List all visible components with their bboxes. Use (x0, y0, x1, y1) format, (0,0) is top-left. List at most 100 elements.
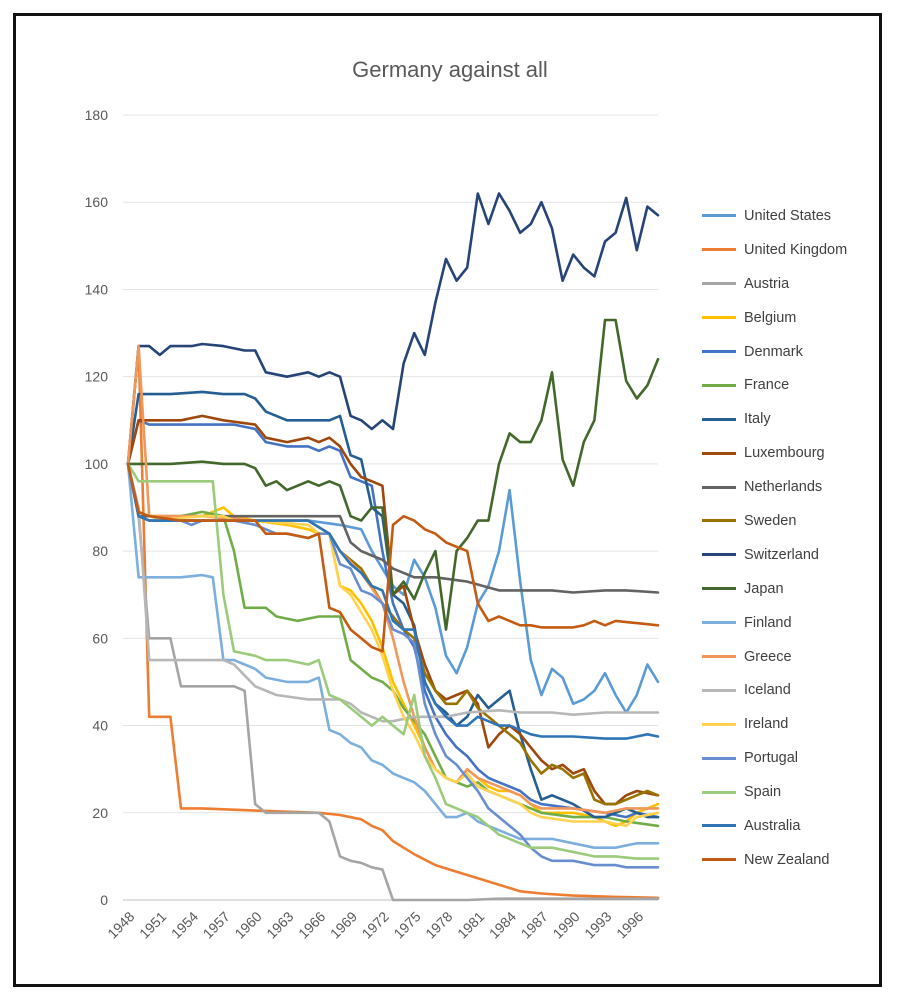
series-line-new-zealand (126, 462, 660, 653)
legend-swatch (702, 214, 736, 218)
y-tick-label: 140 (85, 281, 109, 297)
chart-title: Germany against all (352, 57, 548, 82)
y-tick-label: 180 (85, 107, 109, 123)
x-tick-label: 1960 (231, 908, 264, 941)
x-tick-label: 1984 (486, 908, 519, 941)
legend-label: Belgium (744, 309, 797, 326)
legend-label: France (744, 377, 790, 394)
legend-item-australia: Australia (702, 809, 882, 843)
legend-label: Netherlands (744, 479, 823, 496)
legend-swatch (702, 316, 736, 320)
series-line-iceland (126, 462, 660, 723)
x-tick-label: 1966 (295, 908, 328, 941)
legend-swatch (702, 688, 736, 692)
x-axis-ticks: 1948195119541957196019631966196919721975… (104, 908, 646, 941)
legend-swatch (702, 350, 736, 353)
legend-item-switzerland: Switzerland (702, 538, 882, 572)
legend-item-france: France (702, 368, 882, 402)
y-tick-label: 60 (92, 630, 108, 646)
legend-item-portugal: Portugal (702, 741, 882, 775)
legend-swatch (702, 587, 736, 591)
legend-item-italy: Italy (702, 402, 882, 436)
legend-swatch (702, 722, 736, 726)
legend-swatch (702, 519, 736, 523)
legend-item-luxembourg: Luxembourg (702, 436, 882, 470)
legend-swatch (702, 282, 736, 286)
x-tick-label: 1978 (422, 908, 455, 941)
legend-label: United Kingdom (744, 241, 848, 258)
legend-label: Sweden (744, 512, 797, 529)
series-line-japan (126, 318, 660, 631)
x-tick-label: 1969 (327, 908, 360, 941)
series-line-portugal (126, 462, 660, 869)
legend-item-austria: Austria (702, 267, 882, 301)
legend-item-united-states: United States (702, 199, 882, 233)
gridlines (123, 114, 658, 901)
legend-swatch (702, 451, 736, 455)
x-tick-label: 1993 (581, 908, 614, 941)
series-line-spain (126, 462, 660, 860)
series-line-luxembourg (126, 414, 660, 806)
series-line-finland (126, 462, 660, 850)
series-line-austria (126, 462, 660, 902)
x-tick-label: 1990 (549, 908, 582, 941)
series-line-australia (126, 462, 660, 740)
legend-label: Spain (744, 784, 782, 801)
legend-item-japan: Japan (702, 572, 882, 606)
legend-item-finland: Finland (702, 606, 882, 640)
legend-label: Ireland (744, 716, 789, 733)
series-line-switzerland (126, 192, 660, 466)
series-line-united-kingdom (126, 344, 660, 900)
legend-swatch (702, 790, 736, 794)
legend-label: Finland (744, 614, 792, 631)
legend-item-belgium: Belgium (702, 301, 882, 335)
legend-swatch (702, 248, 736, 252)
x-tick-label: 1963 (263, 908, 296, 941)
y-tick-label: 20 (92, 805, 108, 821)
legend-swatch (702, 553, 736, 557)
legend-item-spain: Spain (702, 775, 882, 809)
legend-label: Denmark (744, 343, 803, 360)
legend-item-ireland: Ireland (702, 707, 882, 741)
chart-frame (13, 13, 882, 987)
series-line-netherlands (126, 462, 660, 594)
legend-swatch (702, 485, 736, 489)
legend-swatch (702, 621, 736, 625)
legend-label: Switzerland (744, 546, 819, 563)
legend-label: Japan (744, 580, 784, 597)
legend-label: Austria (744, 275, 790, 292)
x-tick-label: 1957 (200, 908, 233, 941)
series-line-united-states (126, 462, 660, 714)
x-tick-label: 1975 (390, 908, 423, 941)
y-tick-label: 80 (92, 543, 108, 559)
legend-label: Luxembourg (744, 445, 825, 462)
x-tick-label: 1987 (518, 908, 551, 941)
legend-label: Greece (744, 648, 792, 665)
y-tick-label: 40 (92, 718, 108, 734)
x-tick-label: 1996 (613, 908, 646, 941)
legend-swatch (702, 417, 736, 421)
y-tick-label: 160 (85, 194, 109, 210)
legend-label: Portugal (744, 750, 799, 767)
x-tick-label: 1948 (104, 908, 137, 941)
legend-swatch (702, 655, 736, 659)
legend-swatch (702, 824, 736, 828)
legend-label: United States (744, 207, 832, 224)
legend-item-iceland: Iceland (702, 673, 882, 707)
legend-swatch (702, 383, 736, 387)
legend-item-netherlands: Netherlands (702, 470, 882, 504)
legend-label: Iceland (744, 682, 791, 699)
legend-item-denmark: Denmark (702, 335, 882, 369)
legend-item-greece: Greece (702, 640, 882, 674)
chart-legend: United States United Kingdom Austria Belgiu… (702, 199, 882, 877)
x-tick-label: 1972 (359, 908, 392, 941)
x-tick-label: 1951 (136, 908, 169, 941)
y-axis-ticks: 0 20 40 60 80 100 120 140 160 180 (85, 107, 109, 908)
legend-label: New Zealand (744, 851, 830, 868)
legend-item-sweden: Sweden (702, 504, 882, 538)
x-tick-label: 1981 (454, 908, 487, 941)
legend-label: Italy (744, 411, 771, 428)
legend-item-new-zealand: New Zealand (702, 843, 882, 877)
series-lines (126, 192, 660, 902)
